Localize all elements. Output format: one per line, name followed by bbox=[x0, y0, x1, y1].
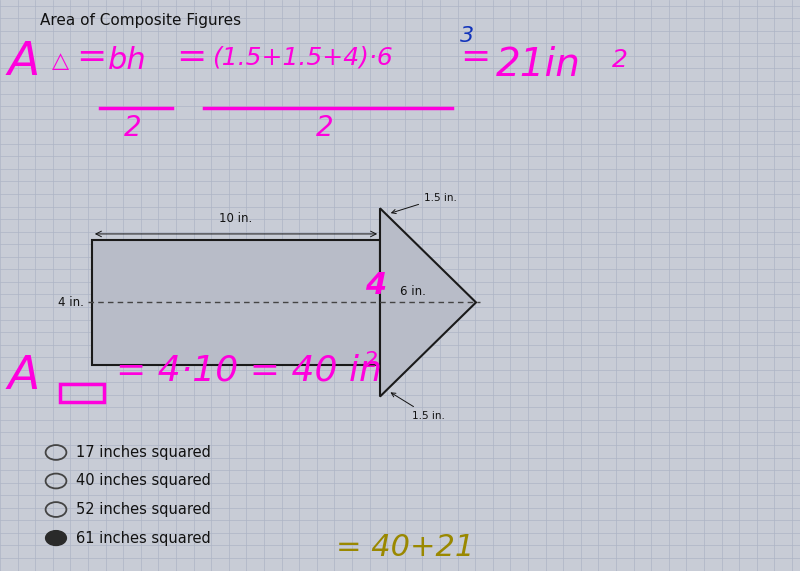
Text: 40 inches squared: 40 inches squared bbox=[76, 473, 211, 489]
Bar bbox=[60, 384, 104, 402]
Text: = 40+21: = 40+21 bbox=[336, 533, 474, 562]
Text: (1.5+1.5+4)·6: (1.5+1.5+4)·6 bbox=[212, 46, 393, 70]
Text: 4: 4 bbox=[366, 271, 386, 300]
Text: 1.5 in.: 1.5 in. bbox=[391, 393, 445, 421]
Text: A: A bbox=[8, 354, 40, 399]
Text: 4 in.: 4 in. bbox=[58, 296, 84, 309]
Text: 61 inches squared: 61 inches squared bbox=[76, 530, 210, 545]
Text: 2: 2 bbox=[316, 114, 334, 142]
Text: 6 in.: 6 in. bbox=[400, 285, 426, 298]
Text: =: = bbox=[460, 40, 490, 74]
Text: 2: 2 bbox=[124, 114, 142, 142]
Text: A: A bbox=[8, 40, 40, 85]
Text: 2: 2 bbox=[364, 351, 378, 371]
Text: =: = bbox=[76, 40, 106, 74]
Text: bh: bh bbox=[108, 46, 146, 75]
Circle shape bbox=[46, 530, 66, 545]
Text: 21in: 21in bbox=[496, 46, 581, 83]
Polygon shape bbox=[380, 208, 476, 396]
Text: △: △ bbox=[52, 51, 69, 71]
Text: Area of Composite Figures: Area of Composite Figures bbox=[40, 13, 241, 27]
Text: 2: 2 bbox=[612, 49, 628, 73]
Text: =: = bbox=[176, 40, 206, 74]
Text: 52 inches squared: 52 inches squared bbox=[76, 502, 211, 517]
Bar bbox=[92, 240, 380, 365]
Text: 10 in.: 10 in. bbox=[219, 212, 253, 226]
Text: = 4·10 = 40 in: = 4·10 = 40 in bbox=[116, 354, 382, 388]
Text: 17 inches squared: 17 inches squared bbox=[76, 445, 211, 460]
Text: 3: 3 bbox=[460, 26, 474, 46]
Text: 1.5 in.: 1.5 in. bbox=[392, 192, 457, 214]
